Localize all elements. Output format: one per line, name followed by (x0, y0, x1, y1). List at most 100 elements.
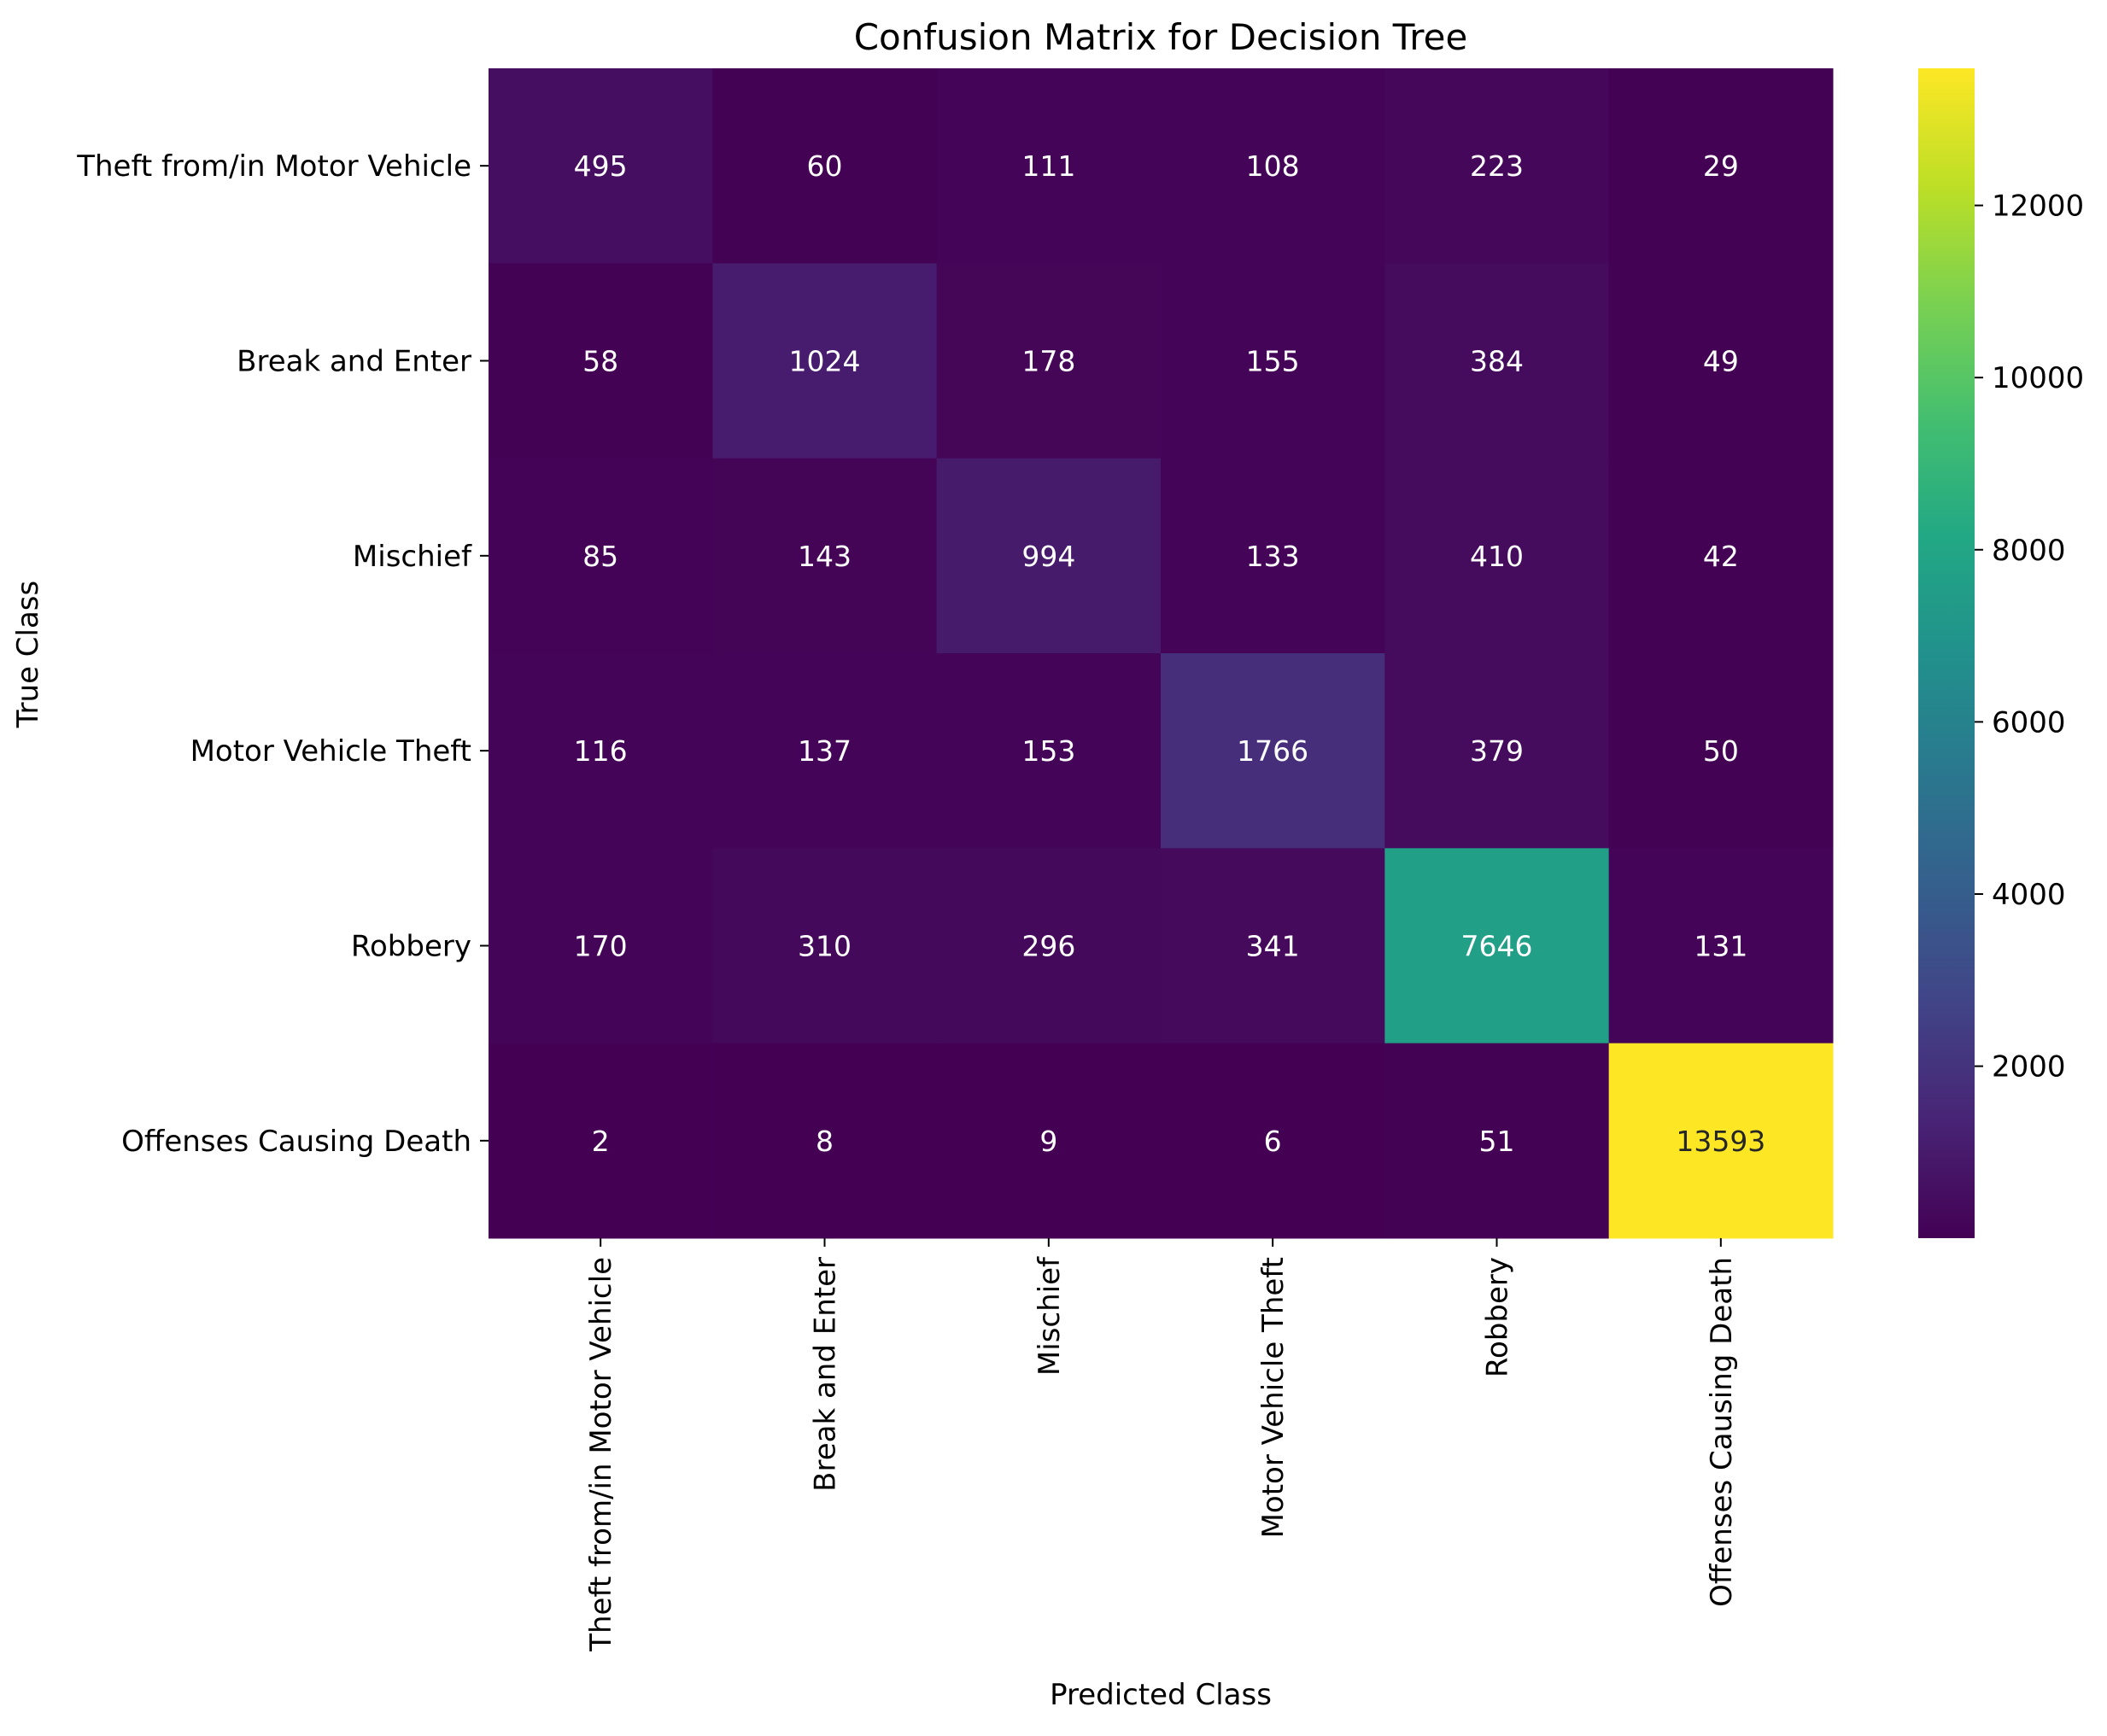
cell-value-label: 58 (582, 345, 618, 378)
heatmap-cell (936, 1043, 1162, 1239)
heatmap-cell (489, 653, 713, 849)
heatmap-cell (712, 1043, 938, 1239)
heatmap-cell (1161, 653, 1385, 849)
cell-value-label: 9 (1039, 1125, 1057, 1158)
cell-value-label: 1024 (789, 345, 861, 378)
cell-value-label: 1766 (1237, 734, 1308, 768)
cell-value-label: 42 (1703, 540, 1739, 573)
cell-value-label: 7646 (1461, 930, 1533, 963)
heatmap-cell (1161, 68, 1385, 264)
x-tick-label: Break and Enter (809, 1257, 843, 1492)
heatmap-cells (489, 68, 1834, 1239)
cell-value-label: 133 (1246, 540, 1300, 573)
cell-value-label: 296 (1021, 930, 1075, 963)
y-tick-label: Robbery (351, 930, 471, 964)
heatmap-cell (712, 263, 938, 459)
heatmap-cell (1161, 1043, 1385, 1239)
colorbar-tick-label: 4000 (1992, 878, 2066, 912)
cell-value-label: 384 (1470, 345, 1524, 378)
cell-value-label: 495 (574, 149, 628, 183)
colorbar-ticks: 2000 4000 6000 8000 10000 12000 (1975, 190, 2084, 1084)
heatmap-cell (1161, 848, 1385, 1044)
cell-value-label: 341 (1246, 930, 1300, 963)
heatmap-cell (1608, 458, 1834, 654)
heatmap-cell (936, 68, 1162, 264)
colorbar-tick-label: 2000 (1992, 1050, 2066, 1084)
cell-value-label: 49 (1703, 345, 1739, 378)
heatmap-cell (712, 458, 938, 654)
y-tick-label: Mischief (353, 540, 472, 574)
cell-value-label: 155 (1246, 345, 1300, 378)
x-tick-label: Motor Vehicle Theft (1256, 1257, 1291, 1538)
heatmap-cell (1608, 1043, 1834, 1239)
y-tick-label: Theft from/in Motor Vehicle (76, 149, 471, 184)
heatmap-cell (936, 653, 1162, 849)
heatmap-cell (1384, 263, 1610, 459)
heatmap-cell (936, 458, 1162, 654)
x-tick-label: Theft from/in Motor Vehicle (584, 1257, 618, 1652)
cell-value-label: 8 (816, 1125, 834, 1158)
y-tick-label: Offenses Causing Death (121, 1125, 471, 1159)
heatmap-cell (489, 848, 713, 1044)
cell-value-label: 50 (1703, 734, 1739, 768)
cell-value-label: 29 (1703, 149, 1739, 183)
heatmap-cell (1608, 68, 1834, 264)
cell-value-label: 13593 (1676, 1125, 1765, 1158)
y-axis-label: True Class (11, 581, 45, 728)
heatmap-cell (489, 263, 713, 459)
x-tick-label: Mischief (1033, 1256, 1067, 1376)
cell-value-label: 85 (582, 540, 618, 573)
heatmap-cell (936, 263, 1162, 459)
cell-value-label: 2 (592, 1125, 610, 1158)
cell-value-label: 170 (574, 930, 628, 963)
cell-value-label: 137 (798, 734, 852, 768)
chart-title: Confusion Matrix for Decision Tree (854, 16, 1468, 58)
cell-value-label: 6 (1264, 1125, 1282, 1158)
heatmap-cell (1384, 848, 1610, 1044)
x-tick-label: Offenses Causing Death (1705, 1257, 1739, 1607)
cell-value-label: 994 (1021, 540, 1075, 573)
y-tick-label: Motor Vehicle Theft (190, 734, 471, 769)
heatmap-cell (712, 848, 938, 1044)
cell-value-label: 410 (1470, 540, 1524, 573)
colorbar-gradient (1918, 68, 1975, 1238)
heatmap-cell (489, 1043, 713, 1239)
cell-value-label: 131 (1694, 930, 1747, 963)
heatmap-cell (1608, 653, 1834, 849)
colorbar-tick-label: 10000 (1992, 361, 2084, 395)
heatmap-cell (489, 458, 713, 654)
cell-value-label: 223 (1470, 149, 1524, 183)
cell-value-label: 178 (1021, 345, 1075, 378)
cell-value-label: 60 (807, 149, 843, 183)
cell-value-label: 116 (574, 734, 628, 768)
x-tick-label: Robbery (1481, 1257, 1515, 1377)
cell-value-label: 111 (1021, 149, 1075, 183)
colorbar: 2000 4000 6000 8000 10000 12000 (1918, 68, 2084, 1238)
heatmap-cell (489, 68, 713, 264)
heatmap-cell (712, 653, 938, 849)
heatmap-cell (1384, 68, 1610, 264)
cell-value-label: 108 (1246, 149, 1300, 183)
heatmap-cell (1384, 458, 1610, 654)
cell-value-label: 379 (1470, 734, 1524, 768)
cell-value-label: 51 (1479, 1125, 1515, 1158)
cell-value-label: 153 (1021, 734, 1075, 768)
heatmap-cell (1161, 263, 1385, 459)
cell-value-label: 310 (798, 930, 852, 963)
cell-value-label: 143 (798, 540, 852, 573)
y-axis: Theft from/in Motor Vehicle Break and Ent… (76, 149, 489, 1159)
heatmap-cell (1384, 653, 1610, 849)
heatmap-cell (1384, 1043, 1610, 1239)
heatmap-cell (1608, 848, 1834, 1044)
x-axis: Theft from/in Motor Vehicle Break and Ent… (584, 1238, 1739, 1652)
colorbar-tick-label: 8000 (1992, 534, 2066, 568)
heatmap-cell (1608, 263, 1834, 459)
y-tick-label: Break and Enter (237, 345, 471, 379)
heatmap-cell (712, 68, 938, 264)
colorbar-tick-label: 12000 (1992, 190, 2084, 224)
colorbar-tick-label: 6000 (1992, 705, 2066, 739)
x-axis-label: Predicted Class (1050, 1678, 1272, 1712)
